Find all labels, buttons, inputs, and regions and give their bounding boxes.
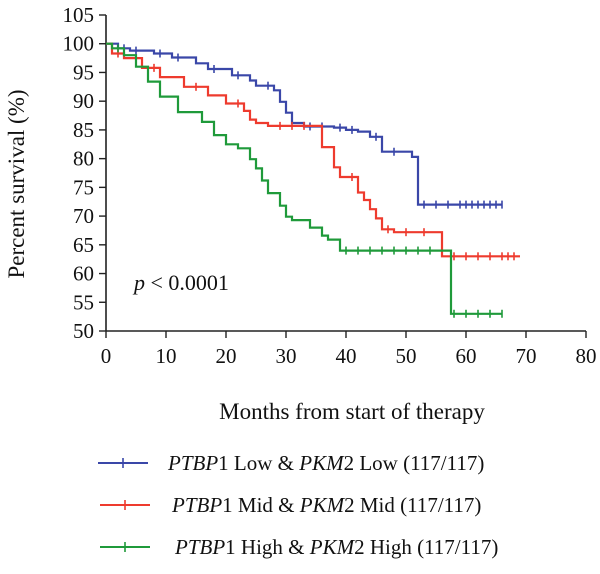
legend-label-part: 1 Low &: [218, 451, 299, 475]
legend-item-3: PTBP1 High & PKM2 High (117/117): [100, 535, 498, 559]
legend-label-part: 2 Low (117/117): [344, 451, 485, 475]
p-value-symbol: p: [132, 270, 145, 295]
x-tick-label: 50: [396, 344, 417, 368]
x-tick-label: 0: [101, 344, 112, 368]
y-tick-label: 50: [73, 319, 94, 343]
y-axis-title: Percent survival (%): [4, 89, 29, 278]
x-tick-label: 10: [156, 344, 177, 368]
survival-curve-series-2: [106, 42, 520, 258]
survival-curve-series-3: [106, 42, 502, 315]
y-tick-label: 90: [73, 89, 94, 113]
legend-item-1: PTBP1 Low & PKM2 Low (117/117): [98, 451, 484, 475]
x-tick-label: 80: [576, 344, 597, 368]
legend-label: PTBP1 High & PKM2 High (117/117): [174, 535, 498, 559]
y-tick-label: 80: [73, 147, 94, 171]
y-tick-label: 60: [73, 262, 94, 286]
legend-label-part: 1 High &: [225, 535, 310, 559]
y-tick-label: 105: [63, 3, 95, 27]
legend-label-part: PKM: [309, 535, 356, 559]
p-value-text: < 0.0001: [145, 270, 229, 295]
y-tick-label: 75: [73, 175, 94, 199]
x-tick-label: 70: [516, 344, 537, 368]
x-tick-label: 20: [216, 344, 237, 368]
legend-label-part: 1 Mid &: [222, 493, 300, 517]
legend-label: PTBP1 Low & PKM2 Low (117/117): [167, 451, 484, 475]
legend-item-2: PTBP1 Mid & PKM2 Mid (117/117): [100, 493, 481, 517]
y-tick-label: 70: [73, 204, 94, 228]
legend-label: PTBP1 Mid & PKM2 Mid (117/117): [171, 493, 481, 517]
survival-curve-series-1: [106, 42, 502, 206]
legend: PTBP1 Low & PKM2 Low (117/117)PTBP1 Mid …: [98, 451, 498, 559]
x-tick-label: 60: [456, 344, 477, 368]
legend-label-part: PTBP: [171, 493, 222, 517]
y-tick-label: 65: [73, 233, 94, 257]
legend-label-part: PTBP: [167, 451, 218, 475]
p-value-annotation: p < 0.0001: [132, 270, 229, 295]
y-tick-label: 100: [63, 32, 95, 56]
x-axis-title: Months from start of therapy: [219, 399, 485, 424]
y-tick-label: 95: [73, 60, 94, 84]
legend-label-part: PTBP: [174, 535, 225, 559]
x-tick-label: 30: [276, 344, 297, 368]
legend-label-part: 2 High (117/117): [354, 535, 498, 559]
y-tick-label: 55: [73, 290, 94, 314]
plot-area: [106, 42, 520, 318]
legend-label-part: 2 Mid (117/117): [344, 493, 481, 517]
legend-label-part: PKM: [299, 493, 346, 517]
y-tick-label: 85: [73, 118, 94, 142]
axes: 50 55 60 65 70 75 80 85 90 95 100 105 0 10 20 30 40 50 60 7…: [63, 3, 597, 368]
legend-label-part: PKM: [298, 451, 345, 475]
x-tick-label: 40: [336, 344, 357, 368]
